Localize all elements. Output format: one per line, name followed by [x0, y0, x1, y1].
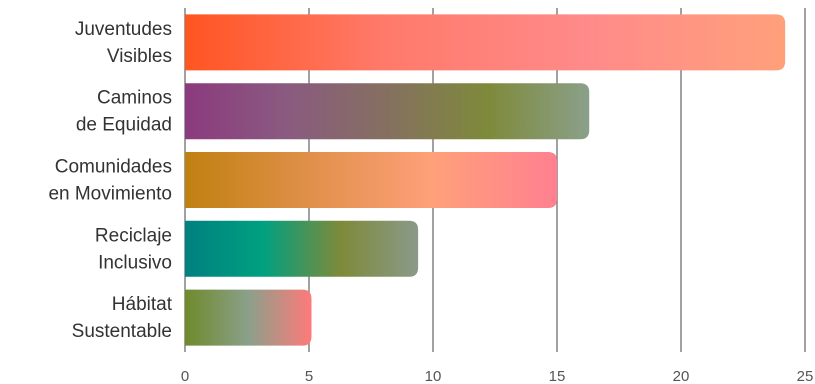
category-label: Juventudes Visibles — [75, 19, 172, 67]
category-label-line: Caminos — [97, 88, 172, 109]
x-tick-label: 10 — [425, 368, 442, 384]
x-tick-label: 0 — [181, 368, 189, 384]
x-tick-label: 15 — [549, 368, 566, 384]
x-tick-label: 20 — [673, 368, 690, 384]
category-label-line: Hábitat — [112, 294, 173, 315]
x-tick-label: 25 — [797, 368, 814, 384]
category-label-line: Juventudes — [75, 19, 172, 40]
category-label-line: Comunidades — [55, 157, 172, 178]
category-label-line: Reciclaje — [95, 225, 172, 246]
category-labels: Juventudes Visibles Caminos de Equidad Comun… — [48, 19, 172, 342]
category-label-line: en Movimiento — [48, 184, 172, 205]
category-label-line: Visibles — [107, 46, 172, 67]
bar — [185, 14, 786, 71]
x-tick-label: 5 — [305, 368, 313, 384]
category-label: Reciclaje Inclusivo — [95, 225, 172, 273]
bar — [185, 220, 419, 277]
x-axis-ticks: 0 5 10 15 20 25 — [181, 368, 814, 384]
bar — [185, 83, 590, 140]
category-label-line: de Equidad — [76, 115, 172, 136]
category-label: Caminos de Equidad — [76, 88, 172, 136]
bar — [185, 289, 312, 346]
category-label-line: Inclusivo — [98, 252, 172, 273]
bar — [185, 152, 557, 208]
bar-layer — [185, 14, 786, 346]
category-label: Comunidades en Movimiento — [48, 157, 172, 205]
category-label: Hábitat Sustentable — [72, 294, 173, 342]
category-label-line: Sustentable — [72, 321, 172, 342]
